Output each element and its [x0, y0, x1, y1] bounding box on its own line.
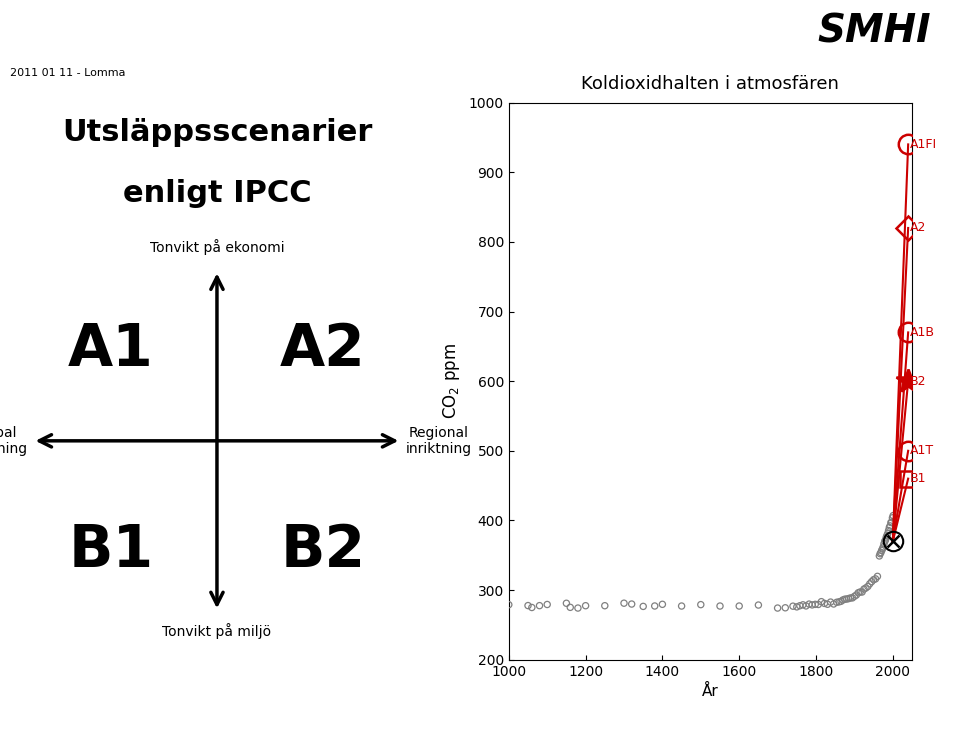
Point	[616, 597, 632, 609]
Point	[712, 600, 728, 612]
Point	[868, 573, 883, 585]
Point	[860, 581, 876, 592]
Point	[807, 598, 823, 610]
Text: B2: B2	[910, 375, 926, 388]
Text: Utsläppsscenarier: Utsläppsscenarier	[61, 118, 372, 147]
Point	[804, 599, 820, 611]
Text: 2011 01 11 - Lomma: 2011 01 11 - Lomma	[10, 68, 125, 78]
Point	[778, 602, 793, 614]
Point	[835, 594, 851, 606]
Point	[877, 534, 893, 546]
Point	[693, 599, 708, 611]
Point	[820, 598, 835, 610]
Text: Tonvikt på ekonomi: Tonvikt på ekonomi	[150, 239, 284, 255]
Point	[876, 538, 892, 550]
Point	[578, 600, 593, 611]
Text: Regional
inriktning: Regional inriktning	[406, 426, 472, 456]
Point	[872, 550, 887, 561]
Text: B2: B2	[280, 522, 366, 579]
Point	[817, 597, 832, 609]
Text: enligt IPCC: enligt IPCC	[123, 180, 311, 208]
Point	[532, 600, 547, 611]
Text: Tonvikt på miljö: Tonvikt på miljö	[162, 623, 272, 639]
Point	[751, 599, 766, 611]
Text: A2: A2	[910, 221, 926, 235]
Point	[847, 591, 862, 603]
Point	[875, 543, 890, 555]
Point	[559, 597, 574, 609]
Point	[874, 545, 889, 556]
Point	[885, 509, 900, 521]
Point	[841, 593, 856, 605]
Text: A1B: A1B	[910, 326, 935, 339]
Point	[843, 592, 858, 604]
Point	[864, 575, 879, 587]
Point	[823, 596, 838, 608]
Text: A1: A1	[68, 321, 154, 378]
Point	[854, 586, 870, 598]
Point	[831, 596, 847, 608]
Point	[849, 589, 864, 601]
Point	[873, 548, 888, 559]
Point	[570, 603, 586, 614]
Point	[785, 600, 801, 612]
Text: A1FI: A1FI	[910, 138, 937, 151]
Point	[540, 599, 555, 611]
X-axis label: År: År	[702, 684, 719, 699]
Point	[880, 528, 896, 539]
Text: Global
inriktning: Global inriktning	[0, 426, 28, 456]
Point	[885, 512, 900, 523]
Text: B1: B1	[910, 472, 926, 485]
Title: Koldioxidhalten i atmosfären: Koldioxidhalten i atmosfären	[582, 75, 839, 93]
Point	[876, 541, 891, 553]
Text: A1T: A1T	[910, 444, 934, 457]
Point	[884, 517, 900, 528]
Point	[520, 600, 536, 611]
Point	[881, 525, 897, 537]
Point	[674, 600, 689, 612]
Point	[655, 598, 670, 610]
Point	[826, 598, 841, 610]
Point	[563, 602, 578, 614]
Point	[877, 535, 893, 547]
Point	[636, 600, 651, 612]
Point	[810, 599, 826, 611]
Point	[814, 596, 829, 608]
Point	[597, 600, 612, 611]
Point	[501, 599, 516, 611]
Point	[799, 600, 814, 612]
Point	[883, 517, 899, 528]
Point	[878, 531, 894, 543]
Point	[882, 520, 898, 531]
Point	[858, 582, 874, 594]
Point	[881, 522, 897, 534]
Point	[839, 593, 854, 605]
Text: SMHI: SMHI	[818, 12, 931, 51]
Point	[833, 595, 849, 607]
Point	[856, 583, 872, 595]
Point	[829, 597, 845, 608]
Point	[647, 600, 662, 612]
Point	[845, 592, 860, 604]
Text: B1: B1	[68, 522, 154, 579]
Point	[792, 600, 807, 611]
Point	[732, 600, 747, 612]
Point	[879, 529, 895, 541]
Point	[866, 574, 881, 586]
Point	[624, 598, 639, 610]
Point	[770, 603, 785, 614]
Point	[802, 598, 817, 610]
Point	[852, 586, 868, 598]
Point	[874, 547, 889, 559]
Text: A2: A2	[280, 321, 366, 378]
Point	[870, 570, 885, 582]
Text: CO$_2$ ppm: CO$_2$ ppm	[441, 343, 462, 419]
Point	[524, 602, 540, 614]
Point	[795, 599, 810, 611]
Point	[789, 601, 804, 613]
Point	[862, 578, 877, 589]
Point	[851, 587, 866, 599]
Point	[837, 593, 852, 605]
